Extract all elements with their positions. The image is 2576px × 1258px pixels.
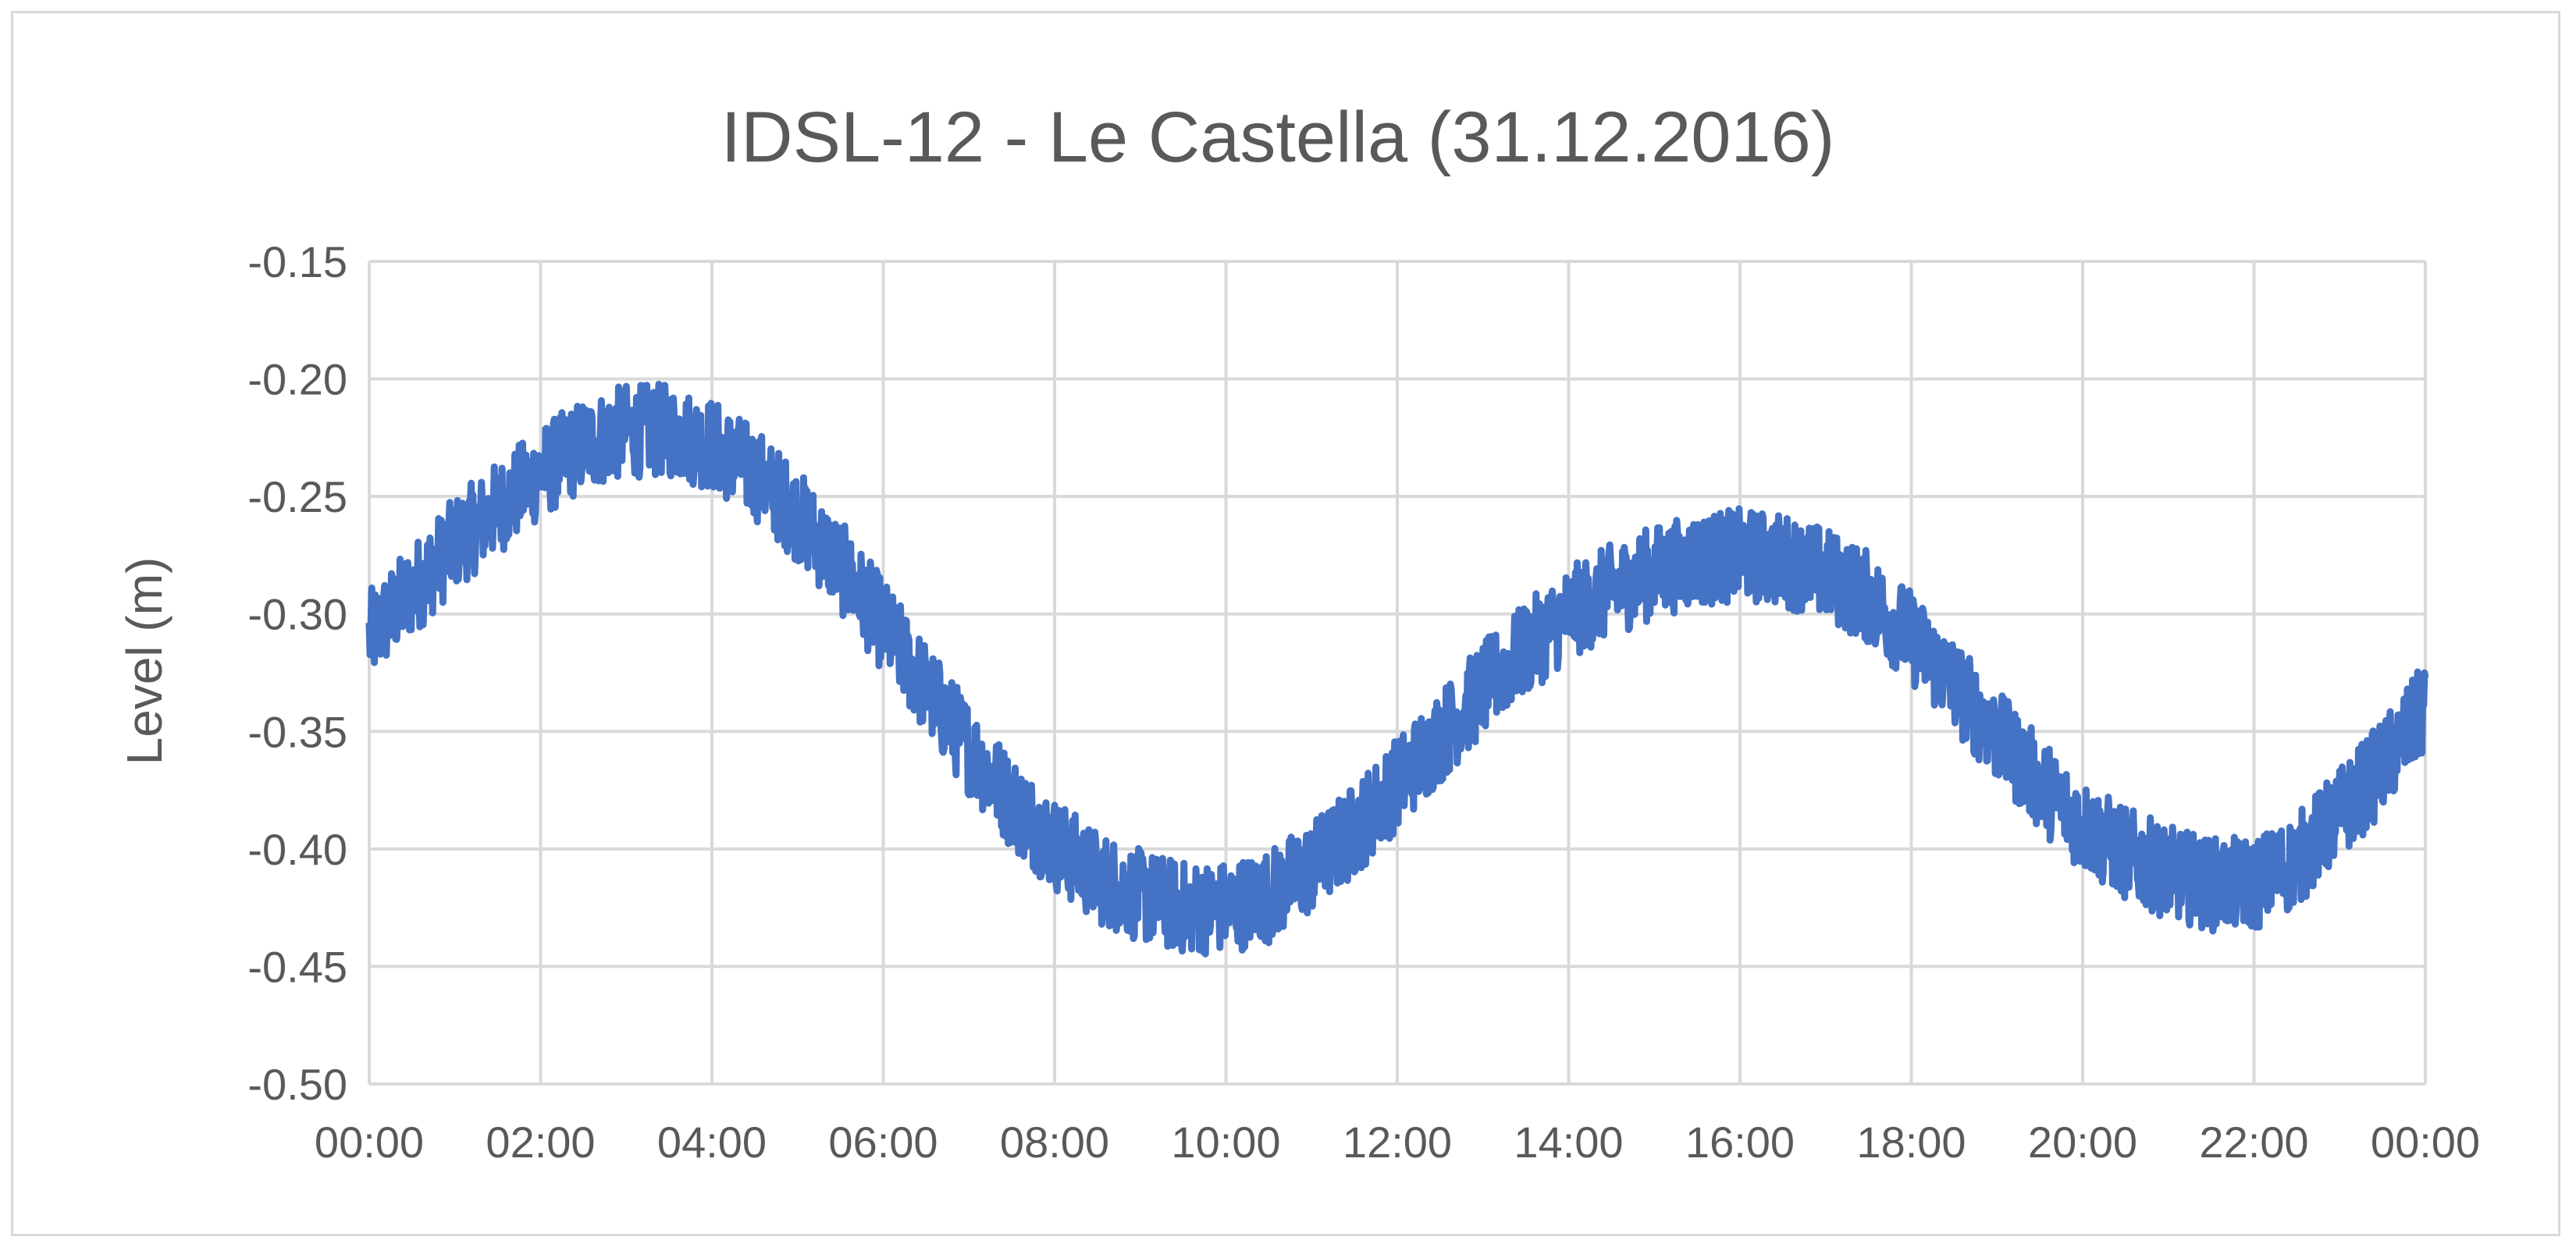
y-tick-label: -0.15 — [247, 237, 347, 286]
x-tick-label: 12:00 — [1343, 1118, 1452, 1167]
y-tick-label: -0.30 — [247, 590, 347, 639]
x-tick-label: 16:00 — [1685, 1118, 1795, 1167]
x-tick-label: 04:00 — [657, 1118, 767, 1167]
x-tick-label: 02:00 — [486, 1118, 595, 1167]
x-tick-label: 14:00 — [1514, 1118, 1623, 1167]
y-tick-label: -0.45 — [247, 942, 347, 991]
vertical-gridlines — [369, 261, 2425, 1084]
y-tick-label: -0.50 — [247, 1060, 347, 1109]
x-tick-label: 08:00 — [1000, 1118, 1109, 1167]
y-tick-labels: -0.50 -0.45 -0.40 -0.35 -0.30 -0.25 -0.20 -0.15 — [247, 237, 347, 1109]
y-tick-label: -0.25 — [247, 472, 347, 521]
x-tick-label: 18:00 — [1856, 1118, 1966, 1167]
y-tick-label: -0.35 — [247, 707, 347, 756]
y-tick-label: -0.40 — [247, 825, 347, 874]
chart-frame: IDSL-12 - Le Castella (31.12.2016) -0.50… — [11, 11, 2560, 1236]
x-tick-label: 06:00 — [828, 1118, 938, 1167]
y-tick-label: -0.20 — [247, 355, 347, 404]
chart-svg: IDSL-12 - Le Castella (31.12.2016) -0.50… — [13, 13, 2563, 1238]
x-tick-label: 20:00 — [2028, 1118, 2137, 1167]
x-tick-label: 22:00 — [2199, 1118, 2308, 1167]
chart-title: IDSL-12 - Le Castella (31.12.2016) — [721, 98, 1835, 177]
x-tick-label: 00:00 — [2371, 1118, 2480, 1167]
y-axis-title: Level (m) — [116, 557, 173, 766]
x-tick-label: 10:00 — [1171, 1118, 1280, 1167]
x-tick-labels: 00:00 02:00 04:00 06:00 08:00 10:00 12:00 14:00… — [315, 1118, 2480, 1167]
x-tick-label: 00:00 — [315, 1118, 424, 1167]
